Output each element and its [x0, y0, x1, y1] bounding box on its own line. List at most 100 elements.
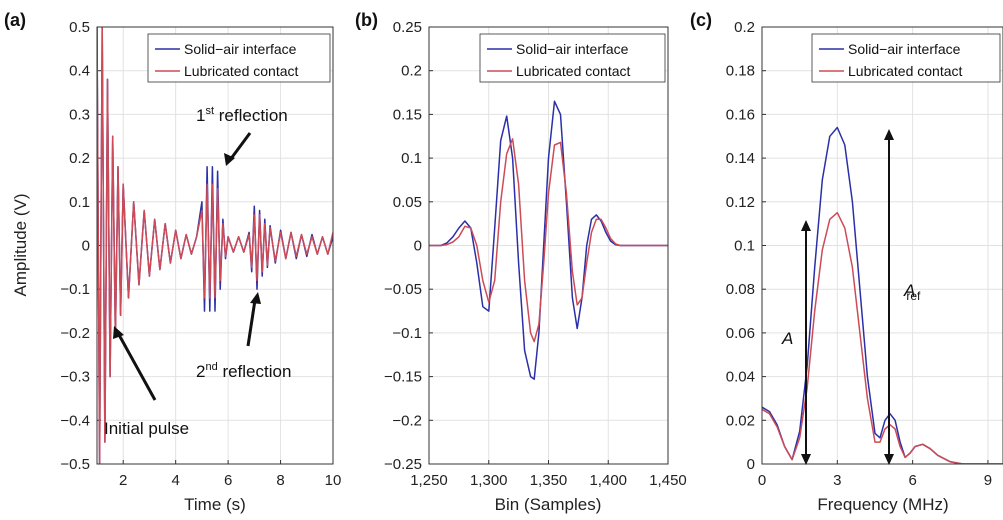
y-tick-label: 0.16 [726, 106, 755, 123]
y-tick-label: 0.02 [726, 412, 755, 429]
legend-entry-lubricated: Lubricated contact [516, 63, 631, 79]
annotation-initial-pulse-text: Initial pulse [104, 419, 189, 438]
panel-b-legend: Solid−air interface Lubricated contact [479, 33, 666, 83]
panel-c-label: (c) [690, 10, 712, 30]
legend-entry-solid-air: Solid−air interface [848, 41, 961, 57]
panel-a: −0.5 −0.4 −0.3 −0.2 −0.1 0 0.1 0.2 0.3 0.4 0.5 2 4 6 8… [4, 10, 341, 514]
annotation-first-reflection-arrowhead [224, 153, 235, 166]
panel-b-ticks: −0.25 −0.2 −0.15 −0.1 −0.05 0 0.05 0.1 0.15 0.2 0.… [384, 19, 687, 489]
y-tick-label: 0.15 [393, 106, 422, 123]
y-tick-label: −0.05 [384, 281, 422, 298]
y-tick-label: 0 [414, 238, 422, 255]
y-tick-label: 0.04 [726, 369, 755, 386]
y-tick-label: 0.3 [69, 106, 90, 123]
panel-c-ticks: 0 0.02 0.04 0.06 0.08 0.1 0.12 0.14 0.16 0.18 0.2 0… [726, 19, 992, 489]
annotation-a-arrow: A [781, 220, 811, 465]
panel-c-xlabel: Frequency (MHz) [817, 495, 948, 514]
legend-entry-lubricated: Lubricated contact [184, 63, 299, 79]
annotation-first-reflection-arrow [228, 132, 252, 161]
x-tick-label: 10 [325, 472, 342, 489]
x-tick-label: 1,400 [589, 472, 627, 489]
y-tick-label: 0 [82, 238, 90, 255]
annotation-a-arrow-head-bottom [801, 454, 811, 465]
x-tick-label: 1,450 [649, 472, 687, 489]
legend-entry-lubricated: Lubricated contact [848, 63, 963, 79]
legend-box [147, 33, 331, 83]
panel-b-frame [428, 26, 669, 465]
annotation-initial-pulse-arrow [116, 332, 157, 401]
y-tick-label: −0.4 [60, 412, 90, 429]
y-tick-label: −0.25 [384, 456, 422, 473]
series-line-lubricated [429, 138, 668, 343]
legend-box [811, 33, 1001, 83]
annotation-a-text: A [781, 329, 793, 348]
legend-entry-solid-air: Solid−air interface [184, 41, 297, 57]
panel-a-frame [96, 26, 334, 465]
annotation-aref-arrow-head-top [884, 129, 894, 140]
y-tick-label: −0.1 [60, 281, 90, 298]
annotation-first-reflection: 1st reflection [196, 105, 288, 166]
x-tick-label: 1,250 [410, 472, 448, 489]
x-tick-label: 1,300 [470, 472, 508, 489]
y-tick-label: 0.14 [726, 150, 755, 167]
annotation-a-arrow-head-top [801, 220, 811, 231]
annotation-aref-arrow-head-bottom [884, 454, 894, 465]
panel-a-label: (a) [4, 10, 26, 30]
x-tick-label: 6 [908, 472, 916, 489]
panel-b-xlabel: Bin (Samples) [495, 495, 602, 514]
y-tick-label: 0.5 [69, 19, 90, 36]
panel-a-series [97, 27, 333, 464]
y-tick-label: 0.06 [726, 325, 755, 342]
series-line-solid-air [762, 126, 1003, 464]
legend-entry-solid-air: Solid−air interface [516, 41, 629, 57]
y-tick-label: −0.1 [392, 325, 422, 342]
x-tick-label: 0 [758, 472, 766, 489]
x-tick-label: 3 [833, 472, 841, 489]
y-tick-label: 0.2 [734, 19, 755, 36]
series-line-lubricated [97, 27, 333, 464]
y-tick-label: 0.05 [393, 194, 422, 211]
x-tick-label: 6 [224, 472, 232, 489]
panel-c-frame [761, 26, 1003, 465]
annotation-initial-pulse-arrowhead [113, 326, 124, 339]
panel-c-grid [761, 26, 1003, 465]
panel-b: −0.25 −0.2 −0.15 −0.1 −0.05 0 0.05 0.1 0.15 0.2 0.… [355, 10, 687, 514]
x-tick-label: 1,350 [530, 472, 568, 489]
x-tick-label: 4 [171, 472, 179, 489]
y-tick-label: −0.2 [392, 412, 422, 429]
y-tick-label: 0.1 [401, 150, 422, 167]
annotation-first-reflection-text: 1st reflection [196, 105, 288, 125]
y-tick-label: −0.15 [384, 369, 422, 386]
y-tick-label: 0.1 [69, 194, 90, 211]
y-tick-label: 0.18 [726, 63, 755, 80]
annotation-second-reflection-text: 2nd reflection [196, 361, 291, 381]
y-tick-label: 0.2 [401, 63, 422, 80]
y-tick-label: 0.4 [69, 63, 90, 80]
x-tick-label: 9 [984, 472, 992, 489]
y-tick-label: −0.2 [60, 325, 90, 342]
y-tick-label: 0 [747, 456, 755, 473]
panel-a-legend: Solid−air interface Lubricated contact [147, 33, 331, 83]
panel-a-ticks: −0.5 −0.4 −0.3 −0.2 −0.1 0 0.1 0.2 0.3 0.4 0.5 2 4 6 8… [60, 19, 341, 489]
annotation-second-reflection-arrow [246, 299, 257, 347]
legend-box [479, 33, 666, 83]
annotation-aref-text: Aref [903, 281, 921, 303]
panel-c-legend: Solid−air interface Lubricated contact [811, 33, 1001, 83]
x-tick-label: 8 [276, 472, 284, 489]
panel-a-ylabel: Amplitude (V) [11, 194, 30, 297]
y-tick-label: 0.12 [726, 194, 755, 211]
panel-b-series [429, 100, 668, 380]
panel-a-grid [97, 26, 334, 465]
panel-c-series [762, 126, 1003, 464]
y-tick-label: 0.25 [393, 19, 422, 36]
series-line-lubricated [762, 211, 1003, 464]
annotation-second-reflection: 2nd reflection [196, 292, 291, 381]
y-tick-label: −0.3 [60, 369, 90, 386]
panel-c: 0 0.02 0.04 0.06 0.08 0.1 0.12 0.14 0.16 0.18 0.2 0… [690, 10, 1003, 514]
panel-a-xlabel: Time (s) [184, 495, 246, 514]
y-tick-label: 0.2 [69, 150, 90, 167]
y-tick-label: 0.08 [726, 281, 755, 298]
annotation-aref-arrow: Aref [884, 129, 921, 465]
x-tick-label: 2 [119, 472, 127, 489]
